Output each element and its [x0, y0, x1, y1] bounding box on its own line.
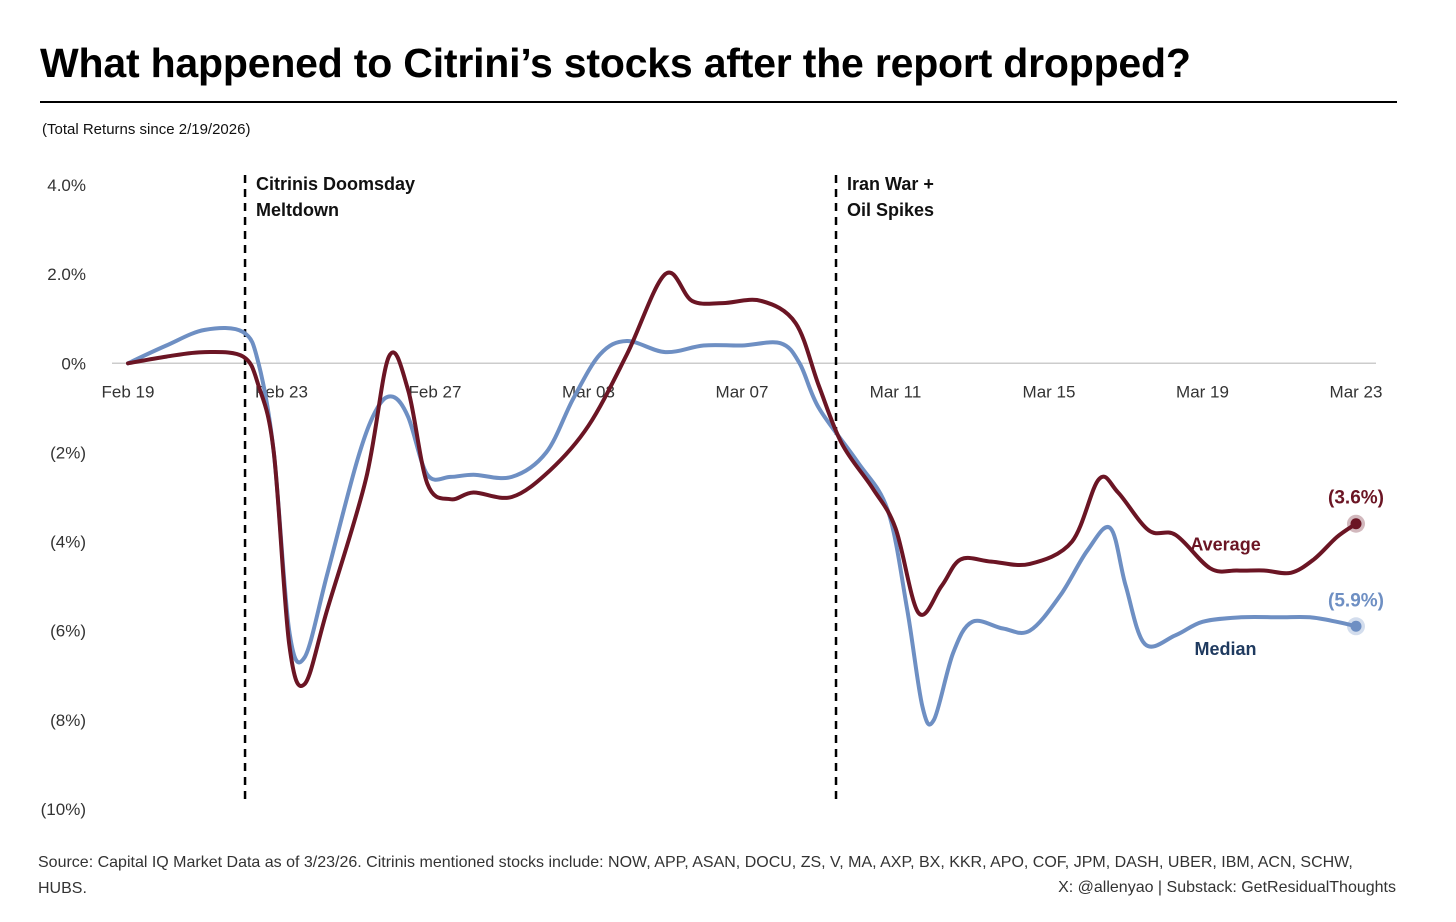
- end-value-label-median: (5.9%): [1328, 590, 1384, 611]
- chart-subtitle: (Total Returns since 2/19/2026): [42, 121, 251, 138]
- x-tick-label: Feb 19: [102, 382, 155, 401]
- y-tick-label: (4%): [50, 533, 86, 552]
- x-tick-label: Mar 07: [716, 382, 769, 401]
- y-tick-label: (2%): [50, 443, 86, 462]
- x-tick-label: Feb 27: [409, 382, 462, 401]
- y-tick-label: (6%): [50, 622, 86, 641]
- y-tick-label: 4.0%: [47, 176, 86, 195]
- x-tick-label: Feb 23: [255, 382, 308, 401]
- end-value-label-average: (3.6%): [1328, 488, 1384, 509]
- event-annotation: Iran War + Oil Spikes: [847, 174, 934, 220]
- x-tick-label: Mar 23: [1330, 382, 1383, 401]
- y-tick-label: 2.0%: [47, 265, 86, 284]
- author-credit: X: @allenyao | Substack: GetResidualThou…: [1058, 879, 1396, 896]
- y-tick-label: 0%: [61, 354, 86, 373]
- x-tick-label: Mar 19: [1176, 382, 1229, 401]
- end-marker-average: [1350, 518, 1362, 530]
- event-annotation: Citrinis Doomsday Meltdown: [256, 174, 415, 220]
- series-line-average: [126, 270, 1358, 688]
- y-tick-label: (8%): [50, 711, 86, 730]
- chart-title: What happened to Citrini’s stocks after …: [40, 40, 1191, 86]
- y-tick-label: (10%): [41, 800, 86, 819]
- series-line-median: [126, 326, 1358, 727]
- title-underline: [40, 101, 1397, 103]
- series-label-median: Median: [1195, 639, 1257, 659]
- x-tick-label: Mar 15: [1023, 382, 1076, 401]
- x-tick-label: Mar 11: [870, 382, 922, 401]
- source-note: Source: Capital IQ Market Data as of 3/2…: [38, 854, 1353, 897]
- series-label-average: Average: [1190, 534, 1260, 554]
- end-marker-median: [1350, 620, 1362, 632]
